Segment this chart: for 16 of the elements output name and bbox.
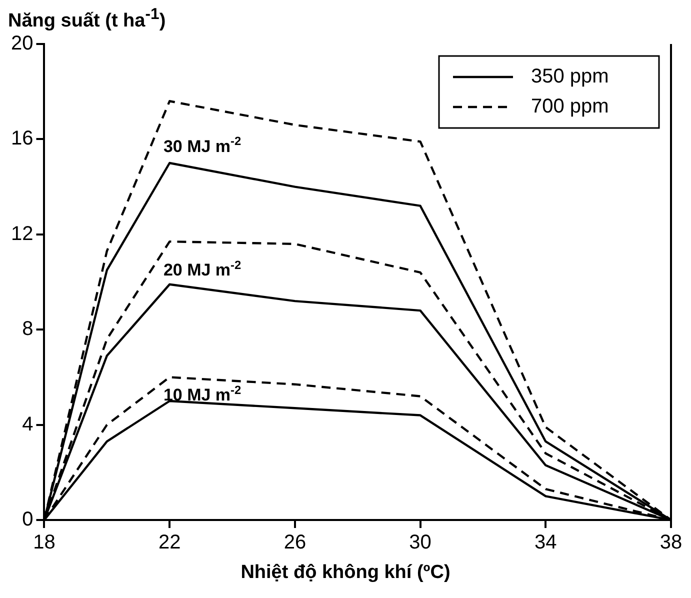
y-axis-title: Năng suất (t ha$^{-1}$) [8,6,166,32]
x-tick-label: 38 [660,532,682,554]
y-tick-label: 20 [10,32,34,55]
x-tick-label: 30 [409,532,432,554]
y-tick-label: 4 [22,413,34,436]
legend-label: 350 ppm [531,66,609,88]
y-tick-label: 0 [22,508,34,531]
x-tick-label: 26 [284,532,306,554]
x-tick-label: 34 [534,532,557,554]
y-tick-label: 8 [22,318,34,340]
x-tick-label: 18 [33,532,56,554]
x-axis-title: Nhiệt độ không khí (ºC) [240,562,452,584]
y-tick-label: 12 [10,222,34,245]
x-tick-label: 22 [158,532,181,554]
legend-label: 700 ppm [531,96,609,118]
y-tick-label: 16 [10,128,34,150]
